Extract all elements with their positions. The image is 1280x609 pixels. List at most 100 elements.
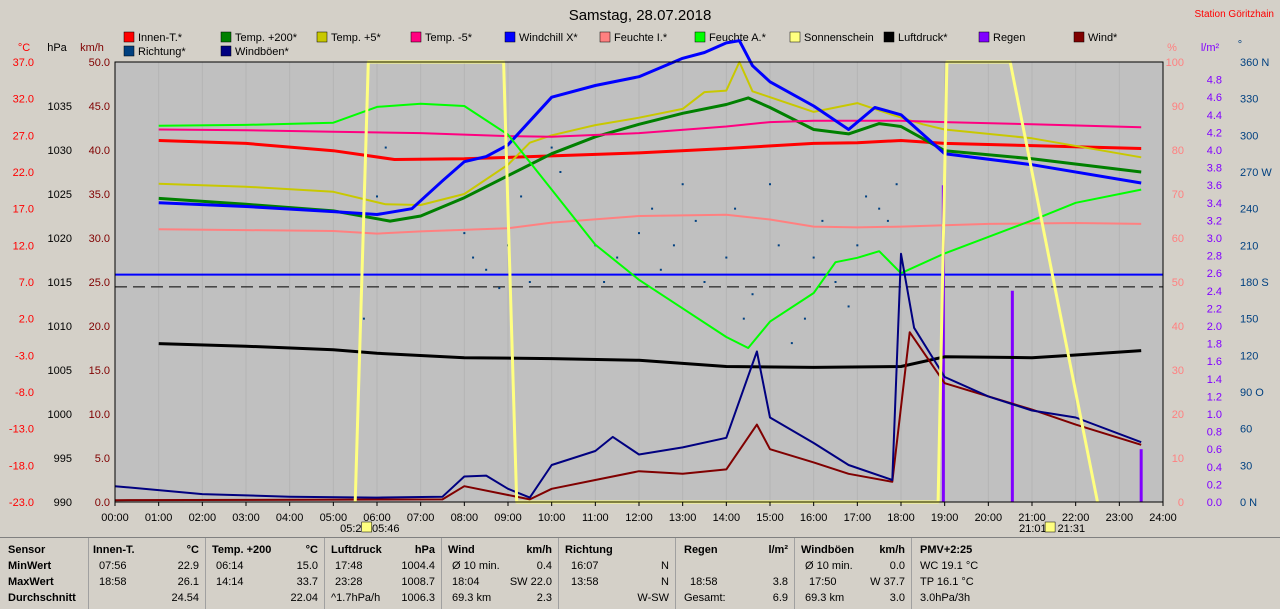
direction-point (790, 342, 793, 345)
legend-swatch (1073, 31, 1085, 43)
legend-swatch (123, 45, 135, 57)
direction-point (886, 219, 889, 222)
x-tick-label: 09:00 (494, 512, 522, 524)
stats-luftdruck-value: 1008.7 (401, 576, 435, 588)
direction-point (520, 195, 523, 198)
axis-labels: °C hPa km/h% l/m² ° 37.0 32.0 27.0 22.0 17.0 12.0 7… (9, 39, 1272, 509)
series-line (114, 331, 1142, 502)
direction-tick-label: 360 N (1240, 57, 1269, 69)
stats-boeen-value: 3.0 (889, 592, 905, 604)
stats-luftdruck-title: Luftdruck (331, 544, 382, 556)
stats-innen-col: Innen-T. °C 07:56 22.9 18:58 26.1 24.54 (89, 538, 206, 609)
stats-temp200-col: Temp. +200 °C 06:14 15.0 14:14 33.7 22.0… (206, 538, 325, 609)
x-tick-label: 14:00 (713, 512, 741, 524)
direction-point (651, 207, 654, 210)
legend-label: Wind* (1088, 32, 1118, 44)
humidity-tick-label: 40 (1172, 321, 1184, 333)
temp-tick-label: 27.0 (13, 130, 34, 142)
direction-point (834, 281, 837, 283)
rain-tick-label: 3.0 (1207, 233, 1222, 245)
stats-boeen-label: Ø 10 min. (805, 560, 853, 572)
direction-axis-unit: ° (1238, 39, 1242, 51)
direction-point (769, 183, 771, 186)
x-tick-label: 12:00 (625, 512, 653, 524)
direction-tick-label: 0 N (1240, 497, 1257, 509)
direction-point (742, 317, 745, 320)
humidity-tick-label: 20 (1172, 409, 1184, 421)
legend-label: Regen (993, 32, 1025, 44)
direction-point (703, 281, 706, 283)
x-tick-label: 21:00 (1018, 512, 1046, 524)
sunrise-label: 05:28 (340, 523, 368, 535)
series-line (158, 39, 1142, 216)
x-tick-label: 17:00 (844, 512, 872, 524)
pressure-tick-label: 995 (54, 453, 72, 465)
stats-luftdruck-unit: hPa (414, 544, 435, 556)
x-tick-label: 15:00 (756, 512, 784, 524)
temp-axis-unit: °C (18, 42, 30, 54)
stats-wind-label: Ø 10 min. (452, 560, 500, 572)
wind-tick-label: 30.0 (89, 233, 110, 245)
stats-pmv-windchill: WC 19.1 °C (920, 560, 979, 572)
pressure-tick-label: 1000 (48, 409, 72, 421)
wind-tick-label: 0.0 (95, 497, 110, 509)
rain-tick-label: 0.2 (1207, 479, 1222, 491)
stats-luftdruck-col: Luftdruck hPa 17:48 1004.4 23:28 1008.7 … (325, 538, 442, 609)
x-tick-label: 04:00 (276, 512, 304, 524)
rain-tick-label: 4.6 (1207, 92, 1222, 104)
pressure-tick-label: 1035 (48, 101, 72, 113)
direction-tick-label: 30 (1240, 460, 1252, 472)
legend-swatch (316, 31, 328, 43)
legend-swatch (883, 31, 895, 43)
direction-point (638, 232, 640, 235)
x-tick-label: 03:00 (232, 512, 260, 524)
direction-point (694, 219, 697, 222)
legend: Innen-T.* Temp. +200* Temp. +5* Temp. -5* Wi… (123, 31, 1118, 58)
stats-regen-col: Regen l/m² 18:58 3.8 Gesamt: 6.9 (676, 538, 795, 609)
wind-axis-unit: km/h (80, 42, 104, 54)
direction-point (847, 305, 850, 308)
x-tick-label: 24:00 (1149, 512, 1177, 524)
humidity-tick-label: 0 (1178, 497, 1184, 509)
direction-tick-label: 240 (1240, 204, 1258, 216)
stats-wind-value: SW 22.0 (509, 576, 552, 588)
direction-tick-label: 300 (1240, 130, 1258, 142)
rain-tick-label: 0.8 (1207, 427, 1222, 439)
x-tick-label: 20:00 (975, 512, 1003, 524)
x-axis: 00:00 01:00 02:00 03:00 04:00 05:00 06:00 07:00… (101, 501, 1177, 535)
x-tick-label: 05:00 (320, 512, 348, 524)
legend-label: Feuchte A.* (709, 32, 767, 44)
station-label: Station Göritzhain (1195, 9, 1275, 20)
temp-tick-label: 32.0 (13, 94, 34, 106)
humidity-tick-label: 50 (1172, 277, 1184, 289)
direction-tick-label: 180 S (1240, 277, 1269, 289)
legend-label: Temp. +200* (235, 32, 298, 44)
direction-point (528, 281, 531, 283)
legend-label: Sonnenschein (804, 32, 874, 44)
legend-label: Windböen* (235, 46, 290, 58)
direction-tick-label: 330 (1240, 94, 1258, 106)
x-tick-label: 01:00 (145, 512, 173, 524)
stats-panel: Sensor MinWert MaxWert Durchschnitt Inne… (0, 537, 1280, 609)
temp-tick-label: 2.0 (19, 314, 34, 326)
direction-point (681, 183, 684, 186)
chart-marks (114, 39, 1164, 504)
direction-point (616, 256, 619, 259)
stats-temp200-unit: °C (305, 544, 318, 556)
temp-tick-label: 17.0 (13, 204, 34, 216)
x-tick-label: 02:00 (189, 512, 217, 524)
rain-tick-label: 3.6 (1207, 180, 1222, 192)
rain-tick-label: 2.4 (1207, 286, 1222, 298)
stats-richtung-value: W-SW (637, 592, 669, 604)
stats-temp200-time: 14:14 (216, 576, 244, 588)
rain-tick-label: 2.8 (1207, 251, 1222, 263)
x-tick-label: 13:00 (669, 512, 697, 524)
sunset-icon (1044, 521, 1056, 533)
rain-tick-label: 1.8 (1207, 339, 1222, 351)
humidity-tick-label: 100 (1166, 57, 1184, 69)
stats-wind-value: 2.3 (536, 592, 552, 604)
series-line (158, 119, 1142, 138)
stats-pmv-col: PMV+2:25 WC 19.1 °C TP 16.1 °C 3.0hPa/3h (912, 538, 1279, 609)
pressure-tick-label: 1005 (48, 365, 72, 377)
humidity-axis-unit: % (1167, 42, 1177, 54)
